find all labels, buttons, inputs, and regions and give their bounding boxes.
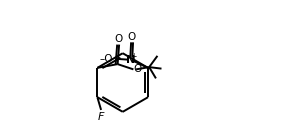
Text: N: N — [126, 55, 135, 65]
Text: O: O — [128, 32, 136, 42]
Text: O: O — [114, 34, 123, 44]
Text: O: O — [134, 64, 142, 74]
Text: –O: –O — [99, 54, 113, 64]
Text: F: F — [98, 112, 104, 122]
Text: +: + — [131, 52, 137, 61]
